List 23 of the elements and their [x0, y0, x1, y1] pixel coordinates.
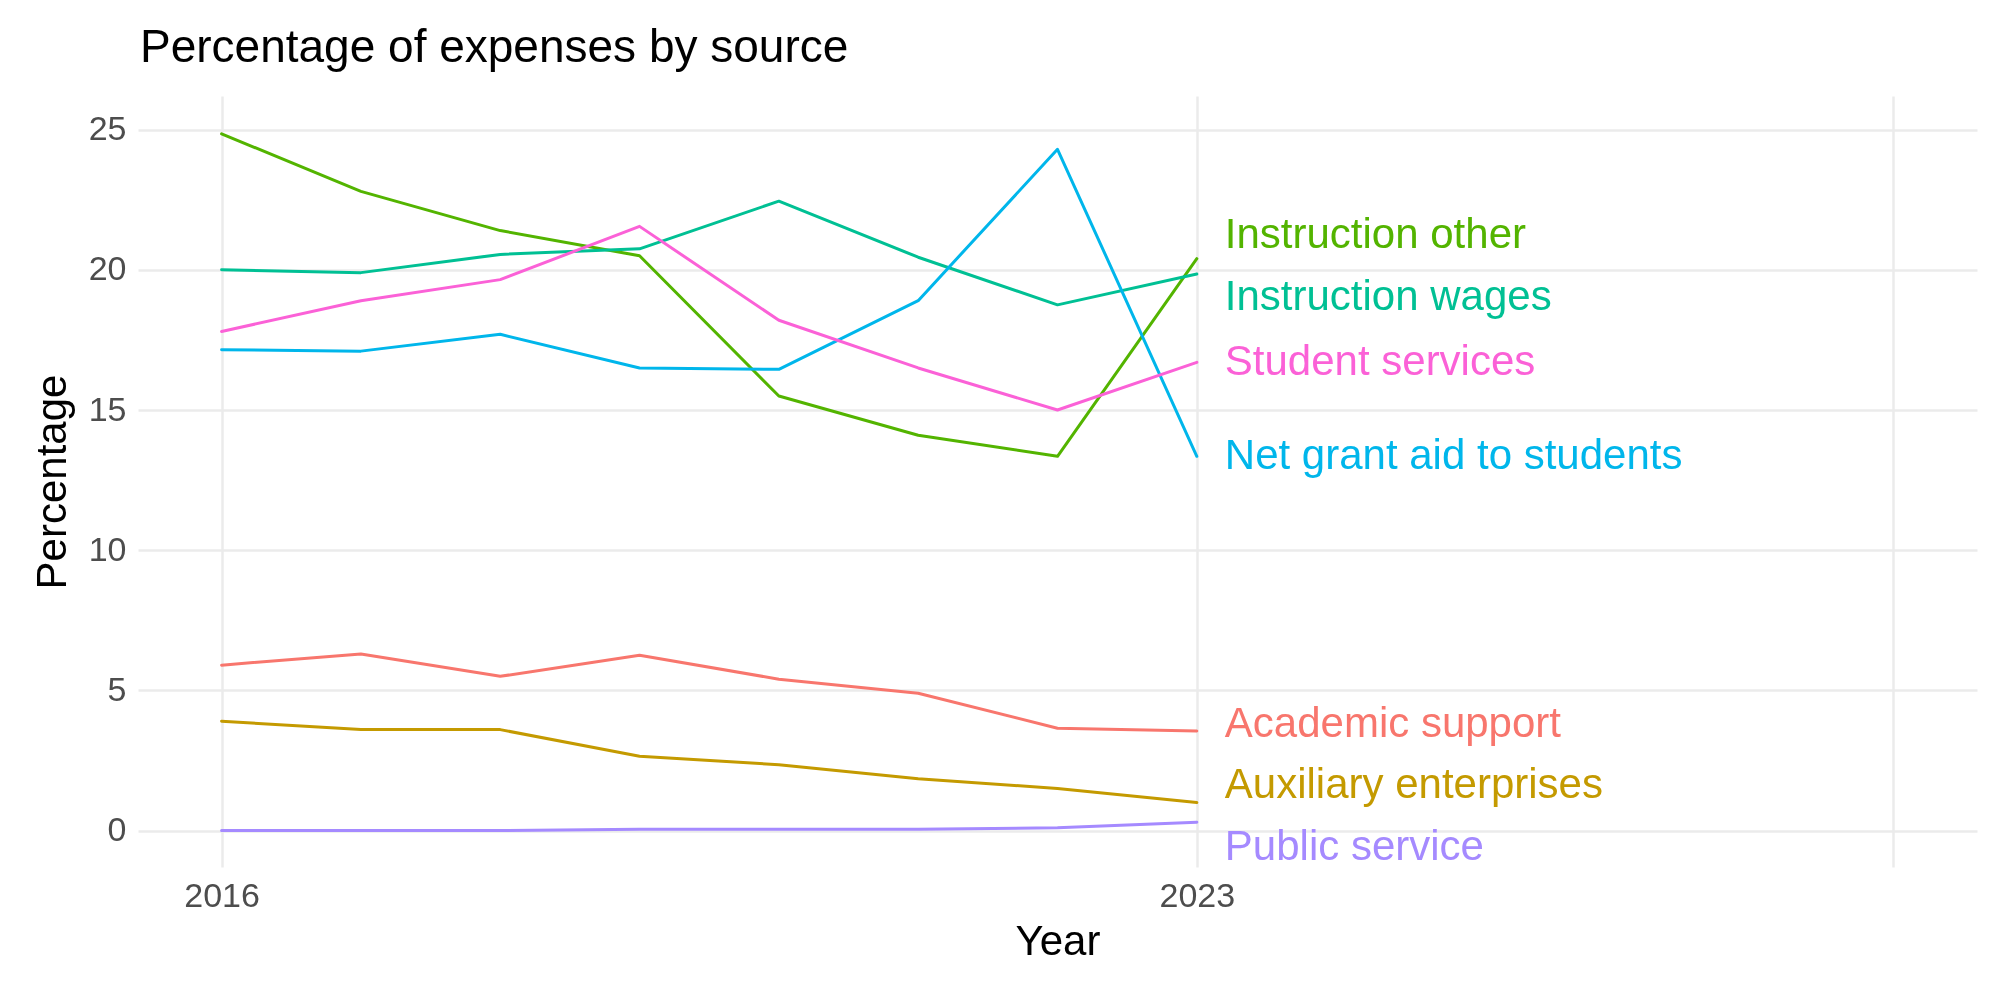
y-tick-label: 20 — [88, 249, 127, 288]
x-tick-label: 2016 — [184, 875, 260, 914]
y-axis-title: Percentage — [27, 374, 75, 590]
line-series — [220, 199, 1199, 307]
line-series — [220, 719, 1199, 805]
chart-title: Percentage of expenses by source — [140, 20, 849, 72]
x-tick-label: 2023 — [1159, 875, 1236, 914]
series-label: Auxiliary enterprises — [1224, 760, 1603, 808]
line-series — [220, 820, 1199, 833]
y-tick-label: 25 — [88, 109, 127, 148]
y-tick-label: 15 — [88, 389, 127, 428]
y-tick-label: 10 — [88, 529, 127, 568]
y-tick-label: 0 — [107, 810, 127, 849]
line-series — [220, 652, 1199, 733]
series-label: Student services — [1224, 337, 1536, 385]
series-label: Net grant aid to students — [1224, 431, 1683, 479]
x-axis-title: Year — [1015, 916, 1101, 964]
series-label: Academic support — [1224, 698, 1562, 746]
y-tick-label: 5 — [107, 669, 127, 708]
series-label: Instruction other — [1224, 210, 1526, 258]
series-label: Public service — [1224, 821, 1484, 869]
series-label: Instruction wages — [1224, 272, 1552, 320]
line-series — [220, 224, 1199, 412]
